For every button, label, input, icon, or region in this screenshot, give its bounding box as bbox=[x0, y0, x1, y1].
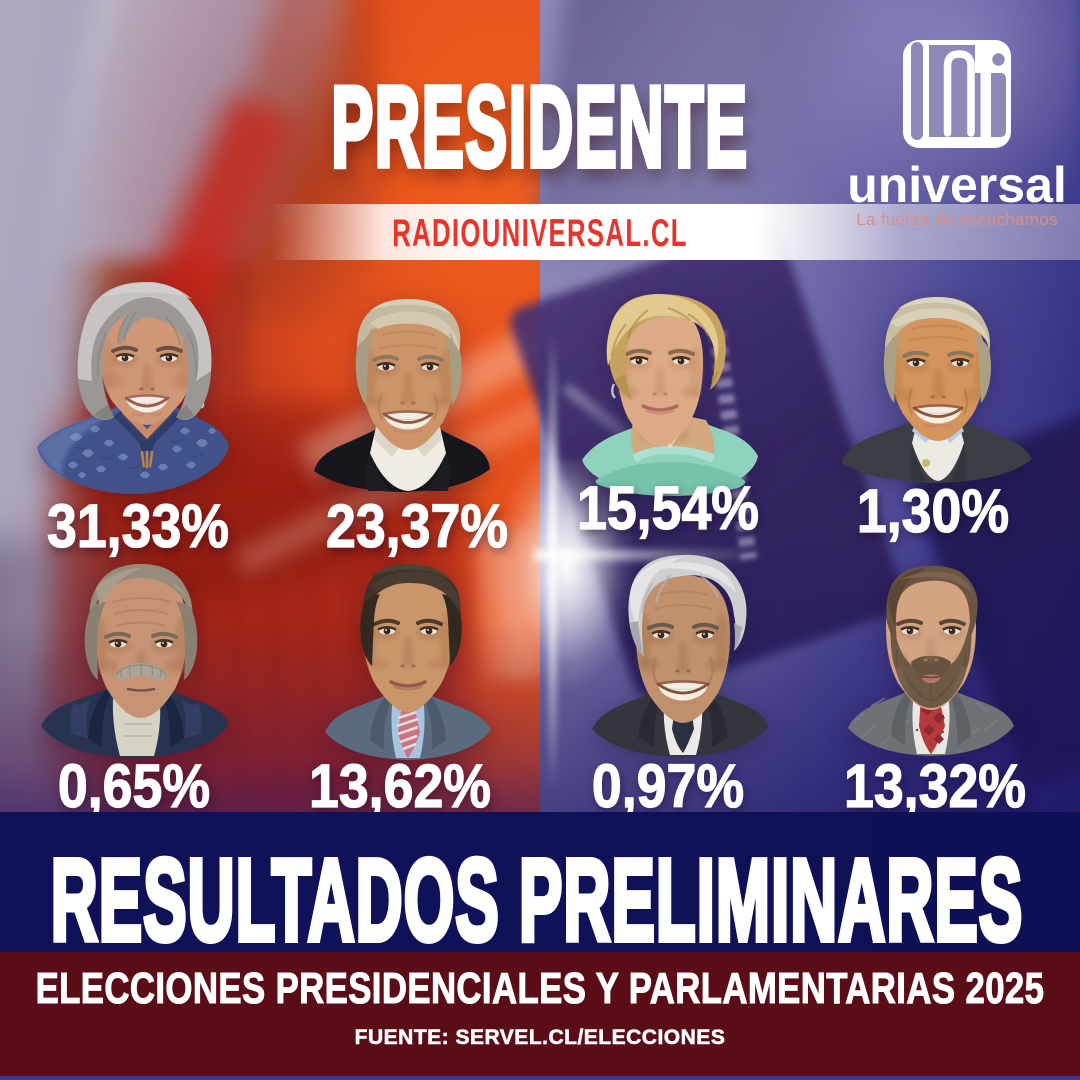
svg-text:La fuerza de escuchamos: La fuerza de escuchamos bbox=[856, 210, 1058, 229]
svg-text:universal: universal bbox=[847, 157, 1067, 213]
